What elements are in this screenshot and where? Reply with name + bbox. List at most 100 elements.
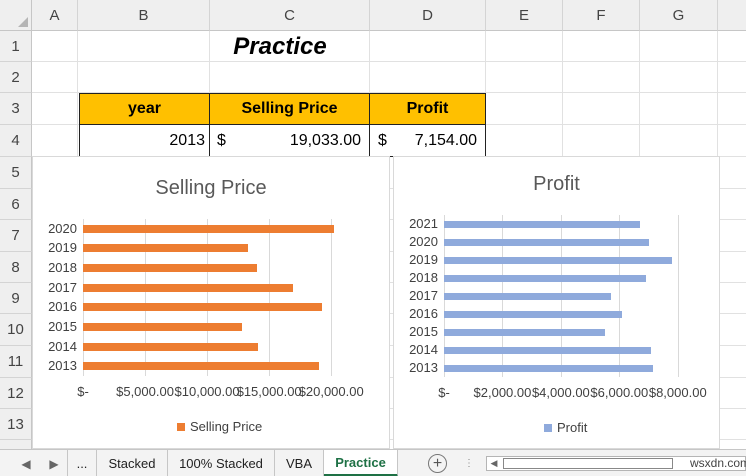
cell-selling-price[interactable]: $ 19,033.00 xyxy=(209,124,370,157)
more-sheets-button[interactable]: ... xyxy=(67,450,97,476)
column-header-a[interactable]: A xyxy=(32,0,78,31)
bar-2020[interactable] xyxy=(83,224,334,233)
y-category-label: 2021 xyxy=(409,216,438,231)
tab-vba[interactable]: VBA xyxy=(275,450,324,476)
column-header-c[interactable]: C xyxy=(210,0,370,31)
row-header-11[interactable]: 11 xyxy=(0,346,32,378)
cell-year[interactable]: 2013 xyxy=(79,124,210,157)
bar-2019[interactable] xyxy=(444,256,672,264)
y-category-label: 2014 xyxy=(409,342,438,357)
bar-2015[interactable] xyxy=(444,328,605,336)
bar-2013[interactable] xyxy=(83,362,320,371)
x-tick-label: $- xyxy=(438,385,450,400)
header-cell-profit[interactable]: Profit xyxy=(369,93,486,125)
y-category-label: 2016 xyxy=(409,306,438,321)
bar-2014[interactable] xyxy=(83,342,258,351)
y-category-label: 2013 xyxy=(409,360,438,375)
row-header-7[interactable]: 7 xyxy=(0,220,32,252)
legend-label: Profit xyxy=(557,420,588,435)
column-header-f[interactable]: F xyxy=(563,0,640,31)
bar-2016[interactable] xyxy=(83,303,323,312)
row-header-14[interactable] xyxy=(0,440,32,449)
row-header-6[interactable]: 6 xyxy=(0,189,32,220)
bar-2016[interactable] xyxy=(444,310,623,318)
x-tick-label: $4,000.00 xyxy=(531,385,590,400)
bar-2018[interactable] xyxy=(444,274,646,282)
plot-area xyxy=(444,217,706,437)
legend-label: Selling Price xyxy=(190,419,263,434)
bar-2021[interactable] xyxy=(444,220,640,228)
select-all-corner[interactable] xyxy=(0,0,32,31)
y-category-label: 2016 xyxy=(48,299,77,315)
sheet-title[interactable]: Practice xyxy=(233,32,327,60)
tab-stacked[interactable]: Stacked xyxy=(97,450,168,476)
header-cell-selling-price[interactable]: Selling Price xyxy=(209,93,370,125)
currency-symbol: $ xyxy=(378,131,387,149)
scroll-left-icon[interactable]: ◀ xyxy=(490,458,498,468)
row-header-12[interactable]: 12 xyxy=(0,378,32,409)
row-header-2[interactable]: 2 xyxy=(0,62,32,93)
y-category-label: 2015 xyxy=(409,324,438,339)
x-gridline xyxy=(145,219,147,376)
column-header-h[interactable] xyxy=(718,0,746,31)
bar-2017[interactable] xyxy=(444,292,611,300)
x-tick-label: $5,000.00 xyxy=(116,384,174,399)
chart-title: Selling Price xyxy=(155,177,267,199)
sheet-tab-bar: ◀ ▶ ... Stacked 100% Stacked VBA Practic… xyxy=(0,449,746,476)
column-header-d[interactable]: D xyxy=(370,0,486,31)
x-tick-label: $10,000.00 xyxy=(174,384,240,399)
chart-legend: Profit xyxy=(544,420,587,435)
row-header-4[interactable]: 4 xyxy=(0,125,32,157)
previous-sheet-icon[interactable]: ◀ xyxy=(21,456,31,471)
y-category-label: 2018 xyxy=(48,260,77,276)
cell-profit-value: 7,154.00 xyxy=(414,131,477,149)
x-tick-label: $6,000.00 xyxy=(590,385,649,400)
cell-year-value: 2013 xyxy=(169,131,205,149)
row-header-1[interactable]: 1 xyxy=(0,31,32,62)
y-category-label: 2020 xyxy=(409,234,438,249)
y-category-label: 2017 xyxy=(48,279,77,295)
header-cell-year[interactable]: year xyxy=(79,93,210,125)
legend-swatch xyxy=(544,423,552,432)
column-header-b[interactable]: B xyxy=(78,0,210,31)
gridline xyxy=(32,92,746,93)
row-header-9[interactable]: 9 xyxy=(0,283,32,314)
y-category-label: 2020 xyxy=(48,220,77,236)
column-header-e[interactable]: E xyxy=(486,0,563,31)
row-header-8[interactable]: 8 xyxy=(0,252,32,283)
next-sheet-icon[interactable]: ▶ xyxy=(49,456,59,471)
cell-profit[interactable]: $ 7,154.00 xyxy=(369,124,486,157)
tab-practice[interactable]: Practice xyxy=(324,450,398,476)
bar-2014[interactable] xyxy=(444,346,652,354)
drag-handle-icon[interactable]: ⋮ xyxy=(464,458,474,469)
add-sheet-icon[interactable]: + xyxy=(428,454,447,473)
row-header-13[interactable]: 13 xyxy=(0,409,32,440)
x-tick-label: $- xyxy=(77,384,89,399)
y-category-label: 2015 xyxy=(48,318,77,334)
chart-legend: Selling Price xyxy=(177,419,262,434)
bar-2013[interactable] xyxy=(444,364,654,372)
currency-symbol: $ xyxy=(217,131,226,149)
x-tick-label: $8,000.00 xyxy=(648,385,707,400)
bar-2017[interactable] xyxy=(83,283,293,292)
row-header-10[interactable]: 10 xyxy=(0,314,32,346)
x-tick-label: $15,000.00 xyxy=(236,384,302,399)
row-header-5[interactable]: 5 xyxy=(0,157,32,189)
bar-2020[interactable] xyxy=(444,238,649,246)
profit-chart[interactable]: Profit Profit $- $2,000.00 $4,000.00 $6,000… xyxy=(393,156,720,449)
x-gridline xyxy=(331,219,333,376)
y-category-label: 2018 xyxy=(409,270,438,285)
bar-2019[interactable] xyxy=(83,244,249,253)
column-header-g[interactable]: G xyxy=(640,0,718,31)
bar-2015[interactable] xyxy=(83,322,242,331)
bar-2018[interactable] xyxy=(83,264,257,273)
tab-100-stacked[interactable]: 100% Stacked xyxy=(168,450,275,476)
y-category-label: 2017 xyxy=(409,288,438,303)
x-gridline xyxy=(83,219,84,376)
horizontal-scrollbar[interactable]: ◀ xyxy=(486,456,746,471)
legend-swatch xyxy=(177,422,185,431)
scrollbar-thumb[interactable] xyxy=(503,458,673,469)
selling-price-chart[interactable]: Selling Price Selling Price $- $5,000.00 $… xyxy=(32,156,390,449)
row-header-3[interactable]: 3 xyxy=(0,93,32,125)
